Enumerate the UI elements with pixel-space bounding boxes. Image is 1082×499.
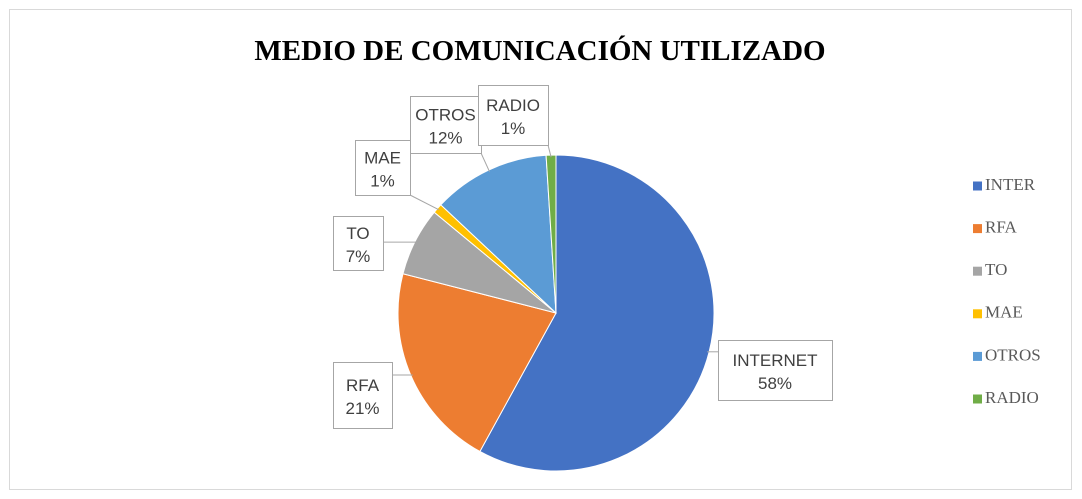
legend-label: INTER — [985, 175, 1036, 194]
legend-label: MAE — [985, 303, 1023, 322]
legend-label: TO — [985, 260, 1007, 279]
leader-line — [547, 144, 552, 158]
legend-swatch — [973, 181, 982, 191]
data-label-name: OTROS — [415, 106, 475, 125]
data-label: 7% — [346, 247, 371, 266]
legend-swatch — [973, 309, 982, 319]
data-label: 12% — [428, 129, 462, 148]
legend-label: RFA — [985, 218, 1018, 237]
label-box — [410, 96, 482, 154]
legend-swatch — [973, 394, 982, 404]
data-label-name: MAE — [364, 149, 401, 168]
label-box — [355, 140, 411, 196]
legend-swatch — [973, 266, 982, 276]
data-label: 21% — [345, 399, 379, 418]
label-box — [478, 85, 549, 146]
pie-slice — [397, 273, 557, 453]
data-label-name: INTERNET — [733, 351, 818, 370]
data-label: 1% — [501, 119, 526, 138]
data-label: 58% — [758, 374, 792, 393]
chart-title: MEDIO DE COMUNICACIÓN UTILIZADO — [254, 34, 825, 67]
data-label-name: RFA — [346, 376, 380, 395]
label-box — [333, 362, 393, 429]
data-label-name: TO — [346, 224, 369, 243]
legend-label: OTROS — [985, 345, 1041, 364]
leader-line — [480, 152, 491, 173]
legend-label: RADIO — [985, 388, 1039, 407]
legend-swatch — [973, 351, 982, 361]
data-label-name: RADIO — [486, 96, 540, 115]
data-label: 1% — [370, 172, 395, 191]
label-box — [333, 216, 384, 271]
legend-swatch — [973, 224, 982, 234]
label-box — [718, 340, 833, 401]
leader-line — [409, 194, 440, 211]
